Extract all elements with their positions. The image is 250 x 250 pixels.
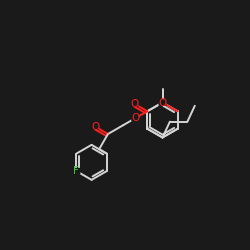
Text: O: O: [158, 98, 166, 108]
Text: F: F: [74, 166, 79, 176]
Text: O: O: [130, 99, 138, 109]
FancyBboxPatch shape: [158, 99, 166, 106]
Text: O: O: [131, 113, 139, 123]
FancyBboxPatch shape: [91, 123, 99, 130]
FancyBboxPatch shape: [72, 168, 80, 174]
FancyBboxPatch shape: [130, 100, 138, 107]
FancyBboxPatch shape: [131, 115, 139, 121]
Text: O: O: [91, 122, 99, 132]
